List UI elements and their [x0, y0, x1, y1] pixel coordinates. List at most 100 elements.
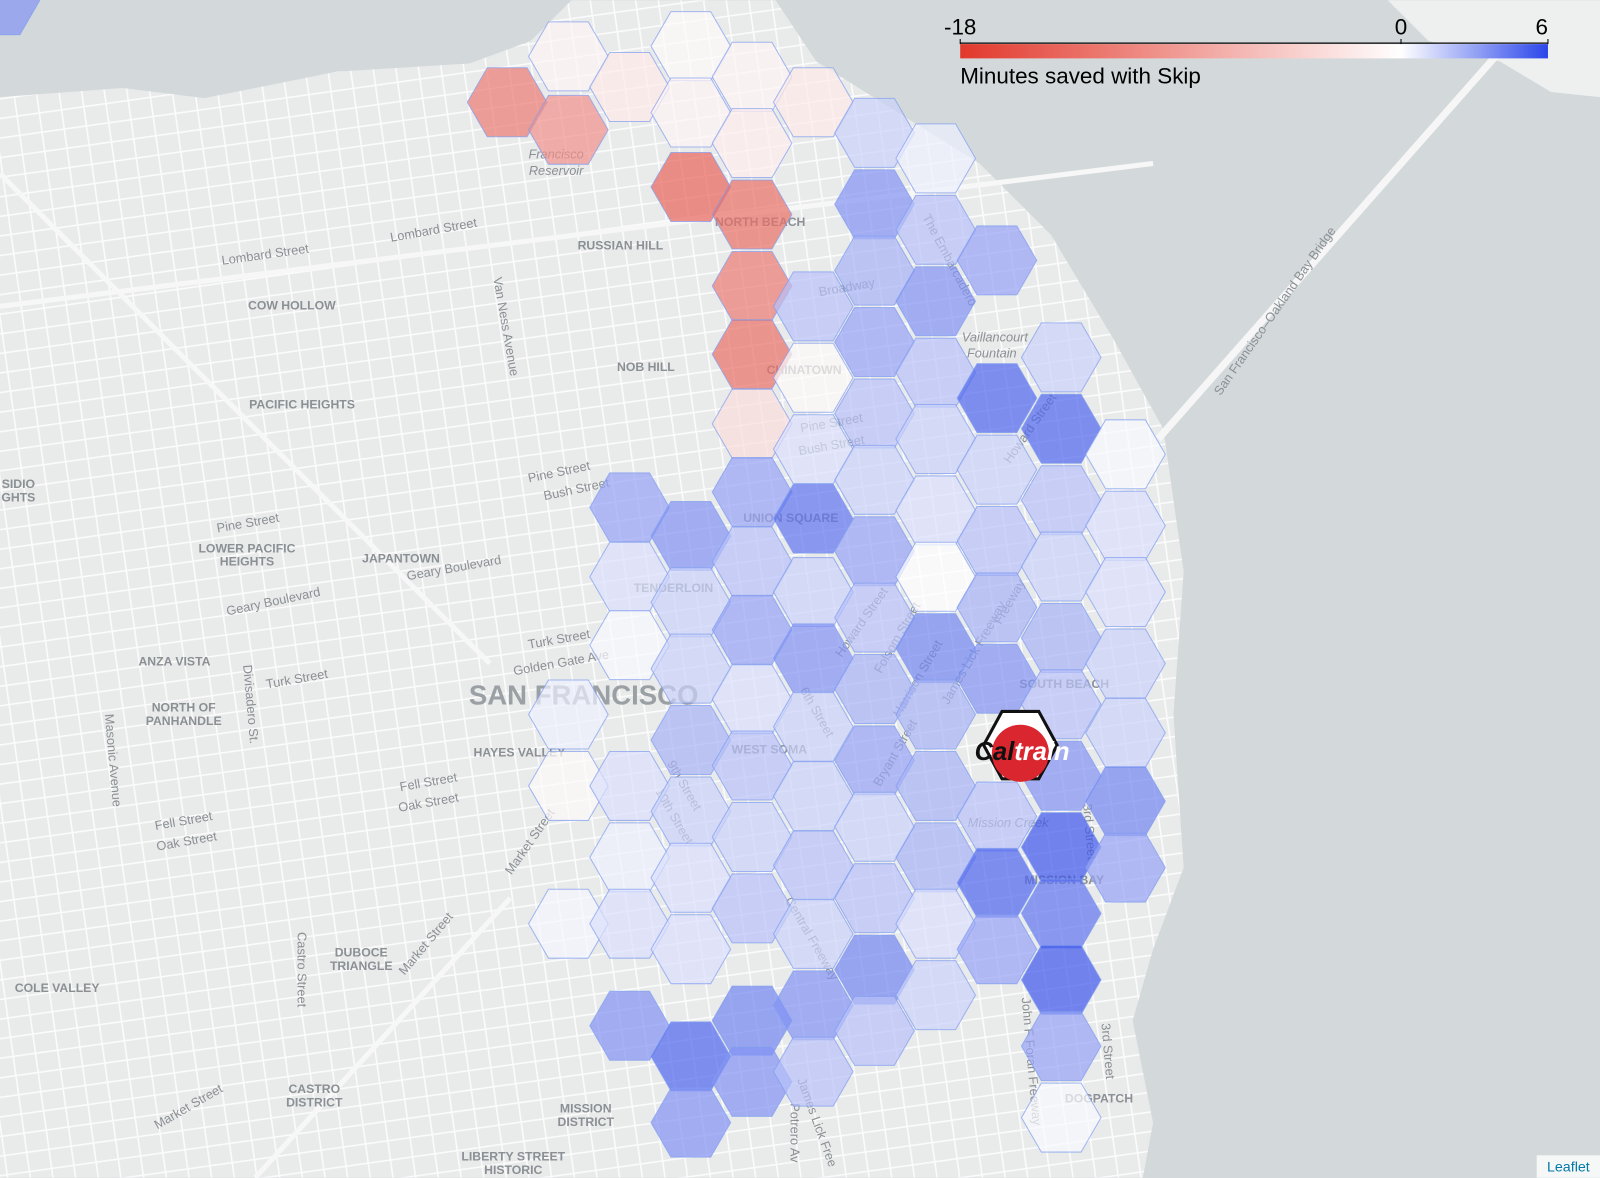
- hex: [772, 67, 854, 138]
- map-label: PANHANDLE: [146, 714, 222, 728]
- map-label: PACIFIC HEIGHTS: [249, 398, 355, 412]
- hex: [895, 679, 977, 750]
- hex: [895, 888, 977, 959]
- hex: [711, 179, 793, 250]
- map-label: LIBERTY STREET: [461, 1150, 565, 1164]
- map-label: DUBOCE: [335, 946, 388, 960]
- map-label: GHTS: [1, 490, 35, 504]
- hex: [772, 271, 854, 342]
- hex: [1020, 1082, 1102, 1153]
- hex: [1020, 1011, 1102, 1082]
- map-label: LOWER PACIFIC: [198, 541, 295, 555]
- caltrain-logo: Cal train: [975, 709, 1070, 782]
- hex: [711, 801, 793, 872]
- legend-bar: [960, 44, 1548, 59]
- map-label: ANZA VISTA: [138, 655, 210, 669]
- hex: [527, 679, 609, 750]
- hex: [956, 572, 1038, 643]
- hex: [1020, 531, 1102, 602]
- hex: [527, 94, 609, 165]
- legend-title: Minutes saved with Skip: [960, 64, 1201, 89]
- hex: [956, 914, 1038, 985]
- hex: [711, 108, 793, 179]
- map-label: DISTRICT: [286, 1096, 343, 1110]
- map-label: Reservoir: [529, 163, 584, 178]
- hex: [895, 266, 977, 337]
- hex: [895, 194, 977, 265]
- map-label: MISSION: [560, 1102, 612, 1116]
- hex: [834, 995, 915, 1066]
- hex: [834, 235, 915, 306]
- hex: [834, 307, 915, 378]
- hex: [466, 67, 548, 138]
- logo-text: train: [1014, 738, 1069, 766]
- hex: [895, 750, 977, 821]
- map-label: DISTRICT: [558, 1115, 615, 1129]
- map-label: RUSSIAN HILL: [578, 238, 664, 252]
- hex: [650, 842, 732, 913]
- map-label: NOB HILL: [617, 360, 675, 374]
- map-label: TRIANGLE: [330, 959, 393, 973]
- hex: [711, 1046, 793, 1117]
- map-label: HISTORIC: [484, 1163, 542, 1177]
- hex: [589, 610, 670, 681]
- legend-tick-label: 0: [1395, 15, 1407, 40]
- hex: [772, 1036, 854, 1107]
- legend: Minutes saved with Skip -18 0 6: [944, 15, 1549, 89]
- logo-circle: [991, 724, 1049, 782]
- hex-layer: [0, 0, 1166, 1158]
- logo-text: Cal: [975, 738, 1016, 766]
- hex: [589, 750, 670, 821]
- hex: [527, 21, 609, 92]
- hex: [772, 483, 854, 554]
- hex: [956, 225, 1038, 296]
- hex: [589, 888, 670, 959]
- hex: [834, 582, 915, 653]
- map-label: SIDIO: [2, 477, 35, 491]
- hex: [895, 404, 977, 474]
- hex: [711, 730, 793, 801]
- hex: [834, 97, 915, 168]
- hex: [772, 898, 854, 969]
- major-roads: [0, 160, 1154, 1178]
- hex: [956, 363, 1038, 434]
- hex: [1020, 322, 1102, 393]
- hex: [1085, 557, 1166, 628]
- map-label: JAPANTOWN: [362, 552, 440, 566]
- legend-tick-label: 6: [1535, 15, 1547, 40]
- hex: [956, 434, 1038, 505]
- map-label: Divisadero St.: [240, 664, 262, 744]
- attribution[interactable]: Leaflet: [1547, 1159, 1590, 1175]
- hex: [895, 123, 977, 194]
- map-label: HAYES VALLEY: [473, 746, 565, 760]
- map-label: NORTH OF: [152, 701, 216, 715]
- hex: [589, 990, 670, 1061]
- hex: [650, 633, 732, 704]
- hex: [834, 791, 915, 862]
- hex: [895, 541, 977, 612]
- hex: [650, 1087, 732, 1158]
- map-label: 3rd Street: [1098, 1023, 1118, 1081]
- map-label: Castro Street: [295, 932, 310, 1008]
- hex: [895, 960, 977, 1031]
- hex: [834, 444, 915, 515]
- hex: [1085, 832, 1166, 903]
- hex: [1020, 393, 1102, 464]
- hex: [834, 654, 915, 724]
- map-label: Fountain: [967, 346, 1017, 361]
- hex: [527, 888, 609, 959]
- map-label: Potrero Av: [788, 1103, 803, 1163]
- map-label: HEIGHTS: [220, 555, 274, 569]
- map-label: COW HOLLOW: [248, 299, 336, 313]
- hex: [650, 914, 732, 985]
- bay-bridge: [1155, 48, 1503, 442]
- map-label: COLE VALLEY: [15, 981, 100, 995]
- hex: [772, 342, 854, 413]
- hex: [650, 151, 732, 222]
- hex: [527, 750, 609, 821]
- map-label: Vaillancourt: [962, 329, 1029, 344]
- attribution-box: [1536, 1155, 1600, 1178]
- hex: [0, 0, 41, 36]
- map-label: CASTRO: [288, 1082, 340, 1096]
